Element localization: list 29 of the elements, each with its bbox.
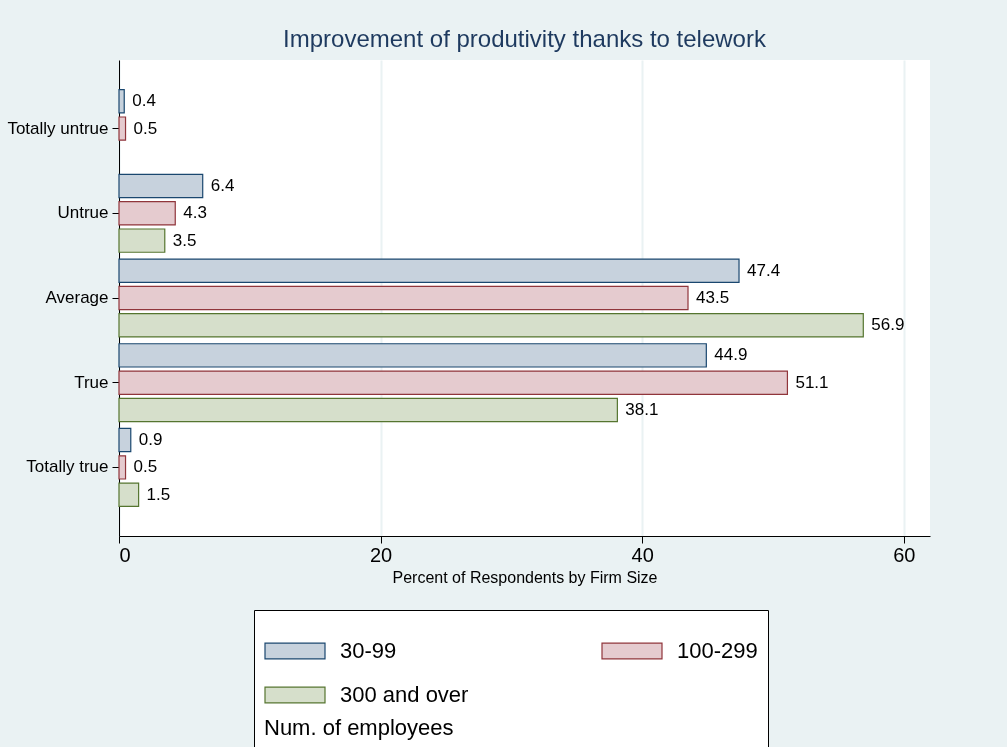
data-label: 0.5 [133, 457, 158, 477]
legend-title: Num. of employees [264, 715, 454, 740]
legend-label: 100-299 [677, 638, 758, 663]
data-label: 43.5 [696, 288, 730, 307]
x-tick-label: 0 [119, 543, 131, 566]
y-tick-label: Totally true [26, 457, 109, 477]
x-tick-label: 40 [631, 543, 654, 566]
x-axis-title: Percent of Respondents by Firm Size [392, 568, 658, 586]
data-label: 51.1 [795, 372, 829, 392]
data-label: 0.9 [138, 430, 163, 450]
data-label: 47.4 [747, 260, 781, 280]
y-tick-label: True [74, 372, 109, 392]
data-label: 44.9 [714, 345, 748, 365]
data-label: 4.3 [183, 203, 207, 223]
data-label: 3.5 [172, 230, 197, 250]
chart-title: Improvement of produtivity thanks to telework [283, 25, 767, 52]
data-label: 6.4 [210, 175, 235, 195]
data-label: 56.9 [871, 315, 905, 335]
data-label: 38.1 [625, 400, 659, 420]
legend-label: 300 and over [340, 682, 469, 707]
x-tick-label: 20 [369, 543, 393, 566]
y-tick-label: Untrue [57, 203, 109, 223]
y-tick-label: Totally untrue [7, 118, 109, 138]
x-tick-label: 60 [893, 543, 916, 566]
data-label: 0.5 [133, 118, 158, 138]
data-label: 1.5 [146, 484, 171, 504]
legend-label: 30-99 [340, 638, 397, 663]
y-tick-label: Average [45, 288, 109, 307]
data-label: 0.4 [132, 91, 156, 111]
